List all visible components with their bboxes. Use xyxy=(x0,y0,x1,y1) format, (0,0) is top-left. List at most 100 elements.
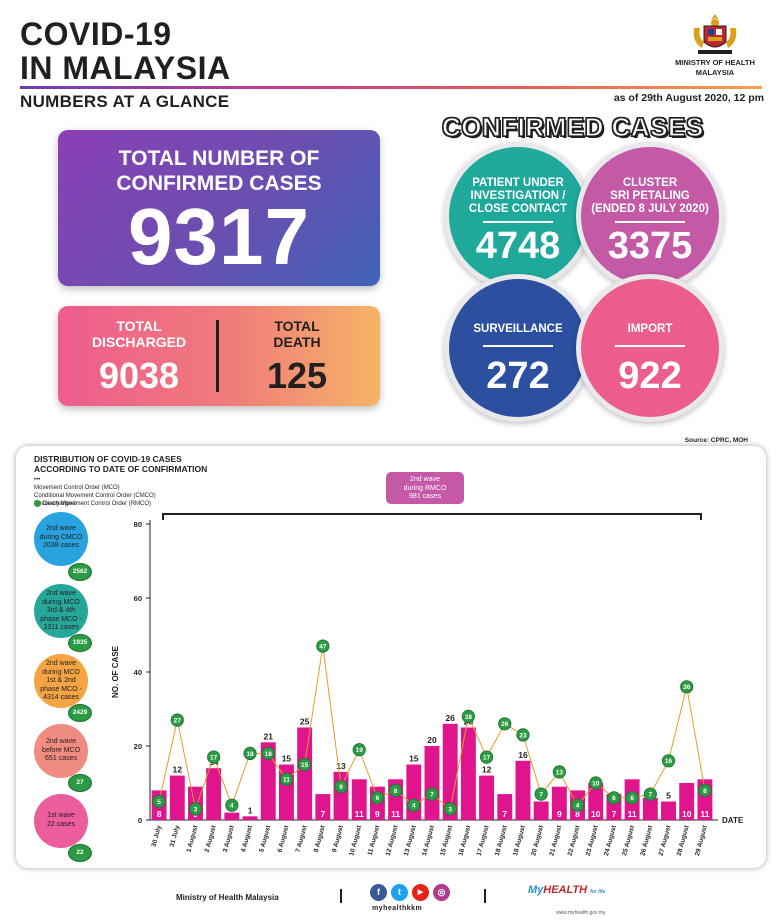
twitter-icon[interactable]: t xyxy=(391,884,408,901)
x-tick-label: 12 August xyxy=(385,824,400,857)
x-tick-label: 13 August xyxy=(403,824,418,857)
legend-discharged: Discharged xyxy=(34,500,76,507)
pui-value: 4748 xyxy=(475,225,561,267)
death-label-line1: TOTAL xyxy=(274,318,320,334)
rmco-bracket xyxy=(162,513,702,520)
bar xyxy=(551,786,567,820)
footer-handle[interactable]: myhealthkkm xyxy=(372,905,423,912)
discharged-point xyxy=(334,780,348,794)
bar xyxy=(497,794,513,820)
chart-title-line1: DISTRIBUTION OF COVID-19 CASES xyxy=(34,454,182,464)
wave-line: 2nd wave xyxy=(46,590,76,597)
page-title-line1: COVID-19 xyxy=(20,16,172,52)
x-tick-label: 7 August xyxy=(295,824,309,853)
discharged-point xyxy=(243,746,257,761)
cluster-circle: CLUSTER SRI PETALING (ENDED 8 JULY 2020)… xyxy=(576,142,724,290)
rmco-line2: during RMCO xyxy=(403,484,447,492)
bar-label: 25 xyxy=(300,717,310,727)
discharged-dot-icon xyxy=(34,500,41,507)
bar xyxy=(533,801,549,820)
wave-bubble-mco-12: 2nd wave during MCO 1st & 2nd phase MCO … xyxy=(34,654,88,708)
x-tick-label: 18 August xyxy=(494,824,509,857)
death-value: 125 xyxy=(266,355,328,396)
wave-line: during MCO xyxy=(42,598,80,606)
discharged-label: 3 xyxy=(194,806,198,813)
discharged-point xyxy=(407,798,421,812)
wave-line: during MCO xyxy=(42,668,80,676)
discharged-death-divider xyxy=(216,320,219,392)
bar xyxy=(224,812,240,820)
confirmed-cases-title: CONFIRMED CASES xyxy=(441,111,704,142)
wave-badge-mco-12: 2429 xyxy=(68,704,92,722)
bar xyxy=(424,746,440,820)
wave-line: 1311 cases xyxy=(43,624,79,631)
wave-line: 651 cases xyxy=(45,755,77,762)
bar-label: 12 xyxy=(482,765,492,775)
wave-badge-before-mco: 27 xyxy=(68,774,92,792)
x-tick-label: 15 August xyxy=(439,824,454,857)
discharged-label: 4 xyxy=(230,803,234,810)
import-value: 922 xyxy=(618,355,682,397)
legend-mco: Movement Control Order (MCO) xyxy=(34,485,120,491)
discharged-label: 27 xyxy=(174,718,182,725)
surveillance-label: SURVEILLANCE xyxy=(473,323,563,335)
total-confirmed-value: 9317 xyxy=(128,192,310,281)
discharged-point xyxy=(261,746,275,761)
pui-divider xyxy=(483,221,553,223)
pui-label-line1: PATIENT UNDER xyxy=(472,177,564,189)
bar-label: 9 xyxy=(557,809,562,819)
discharged-label: 28 xyxy=(465,714,473,721)
x-tick-label: 25 August xyxy=(621,824,636,857)
footer-separator xyxy=(340,889,342,903)
discharged-value: 9038 xyxy=(98,355,180,396)
chart-title: DISTRIBUTION OF COVID-19 CASES ACCORDING… xyxy=(34,454,207,474)
bar-label: 20 xyxy=(427,735,437,745)
discharged-label: 15 xyxy=(301,762,309,769)
bar xyxy=(297,727,313,820)
facebook-icon[interactable]: f xyxy=(370,884,387,901)
discharged-label: 18 xyxy=(265,751,273,758)
surveillance-divider xyxy=(483,345,553,347)
discharged-label: 6 xyxy=(376,795,380,802)
x-axis-label: DATE xyxy=(722,816,744,825)
discharged-label: 9 xyxy=(339,784,343,791)
x-tick-label: 19 August xyxy=(512,824,527,857)
cluster-divider xyxy=(615,221,685,223)
bar-label: 10 xyxy=(591,809,601,819)
import-divider xyxy=(615,345,685,347)
wave-line: phase MCO - xyxy=(40,615,82,623)
x-tick-label: 22 August xyxy=(567,824,582,857)
discharged-label: 4 xyxy=(576,803,580,810)
x-tick-label: 28 August xyxy=(676,824,691,857)
discharged-label: 5 xyxy=(157,799,161,806)
cluster-label-line3: (ENDED 8 JULY 2020) xyxy=(591,203,709,215)
discharged-point xyxy=(188,802,203,816)
rmco-wave-box: 2nd wave during RMCO 981 cases xyxy=(386,472,464,504)
myhealth-url[interactable]: www.myhealth.gov.my xyxy=(556,910,606,916)
discharged-point xyxy=(607,791,621,805)
bar xyxy=(242,816,258,820)
discharged-point xyxy=(279,772,294,786)
bar-label: 1 xyxy=(248,805,253,815)
instagram-icon[interactable]: ◎ xyxy=(433,884,450,901)
discharged-point xyxy=(316,639,330,653)
discharged-label: 8 xyxy=(703,788,707,795)
as-of-date: as of 29th August 2020, 12 pm xyxy=(613,92,764,104)
discharged-point xyxy=(443,802,457,816)
surveillance-circle: SURVEILLANCE 272 xyxy=(444,274,592,422)
youtube-icon[interactable]: ▶ xyxy=(412,884,429,901)
legend-discharged-label: Discharged xyxy=(42,500,76,508)
x-tick-label: 2 August xyxy=(204,824,218,853)
x-tick-label: 17 August xyxy=(476,824,491,857)
bar-label: 26 xyxy=(445,713,455,723)
bar-label: 16 xyxy=(518,750,528,760)
bar xyxy=(642,797,658,820)
pui-label: PATIENT UNDER INVESTIGATION / CLOSE CONT… xyxy=(457,177,579,216)
discharged-label: 6 xyxy=(630,795,634,802)
bar-label: 15 xyxy=(282,754,292,764)
discharged-label: 7 xyxy=(539,792,543,799)
discharged-label: 13 xyxy=(556,769,564,776)
cluster-label-line2: SRI PETALING xyxy=(610,190,690,202)
pui-circle: PATIENT UNDER INVESTIGATION / CLOSE CONT… xyxy=(444,142,592,290)
discharged-point xyxy=(498,717,512,731)
